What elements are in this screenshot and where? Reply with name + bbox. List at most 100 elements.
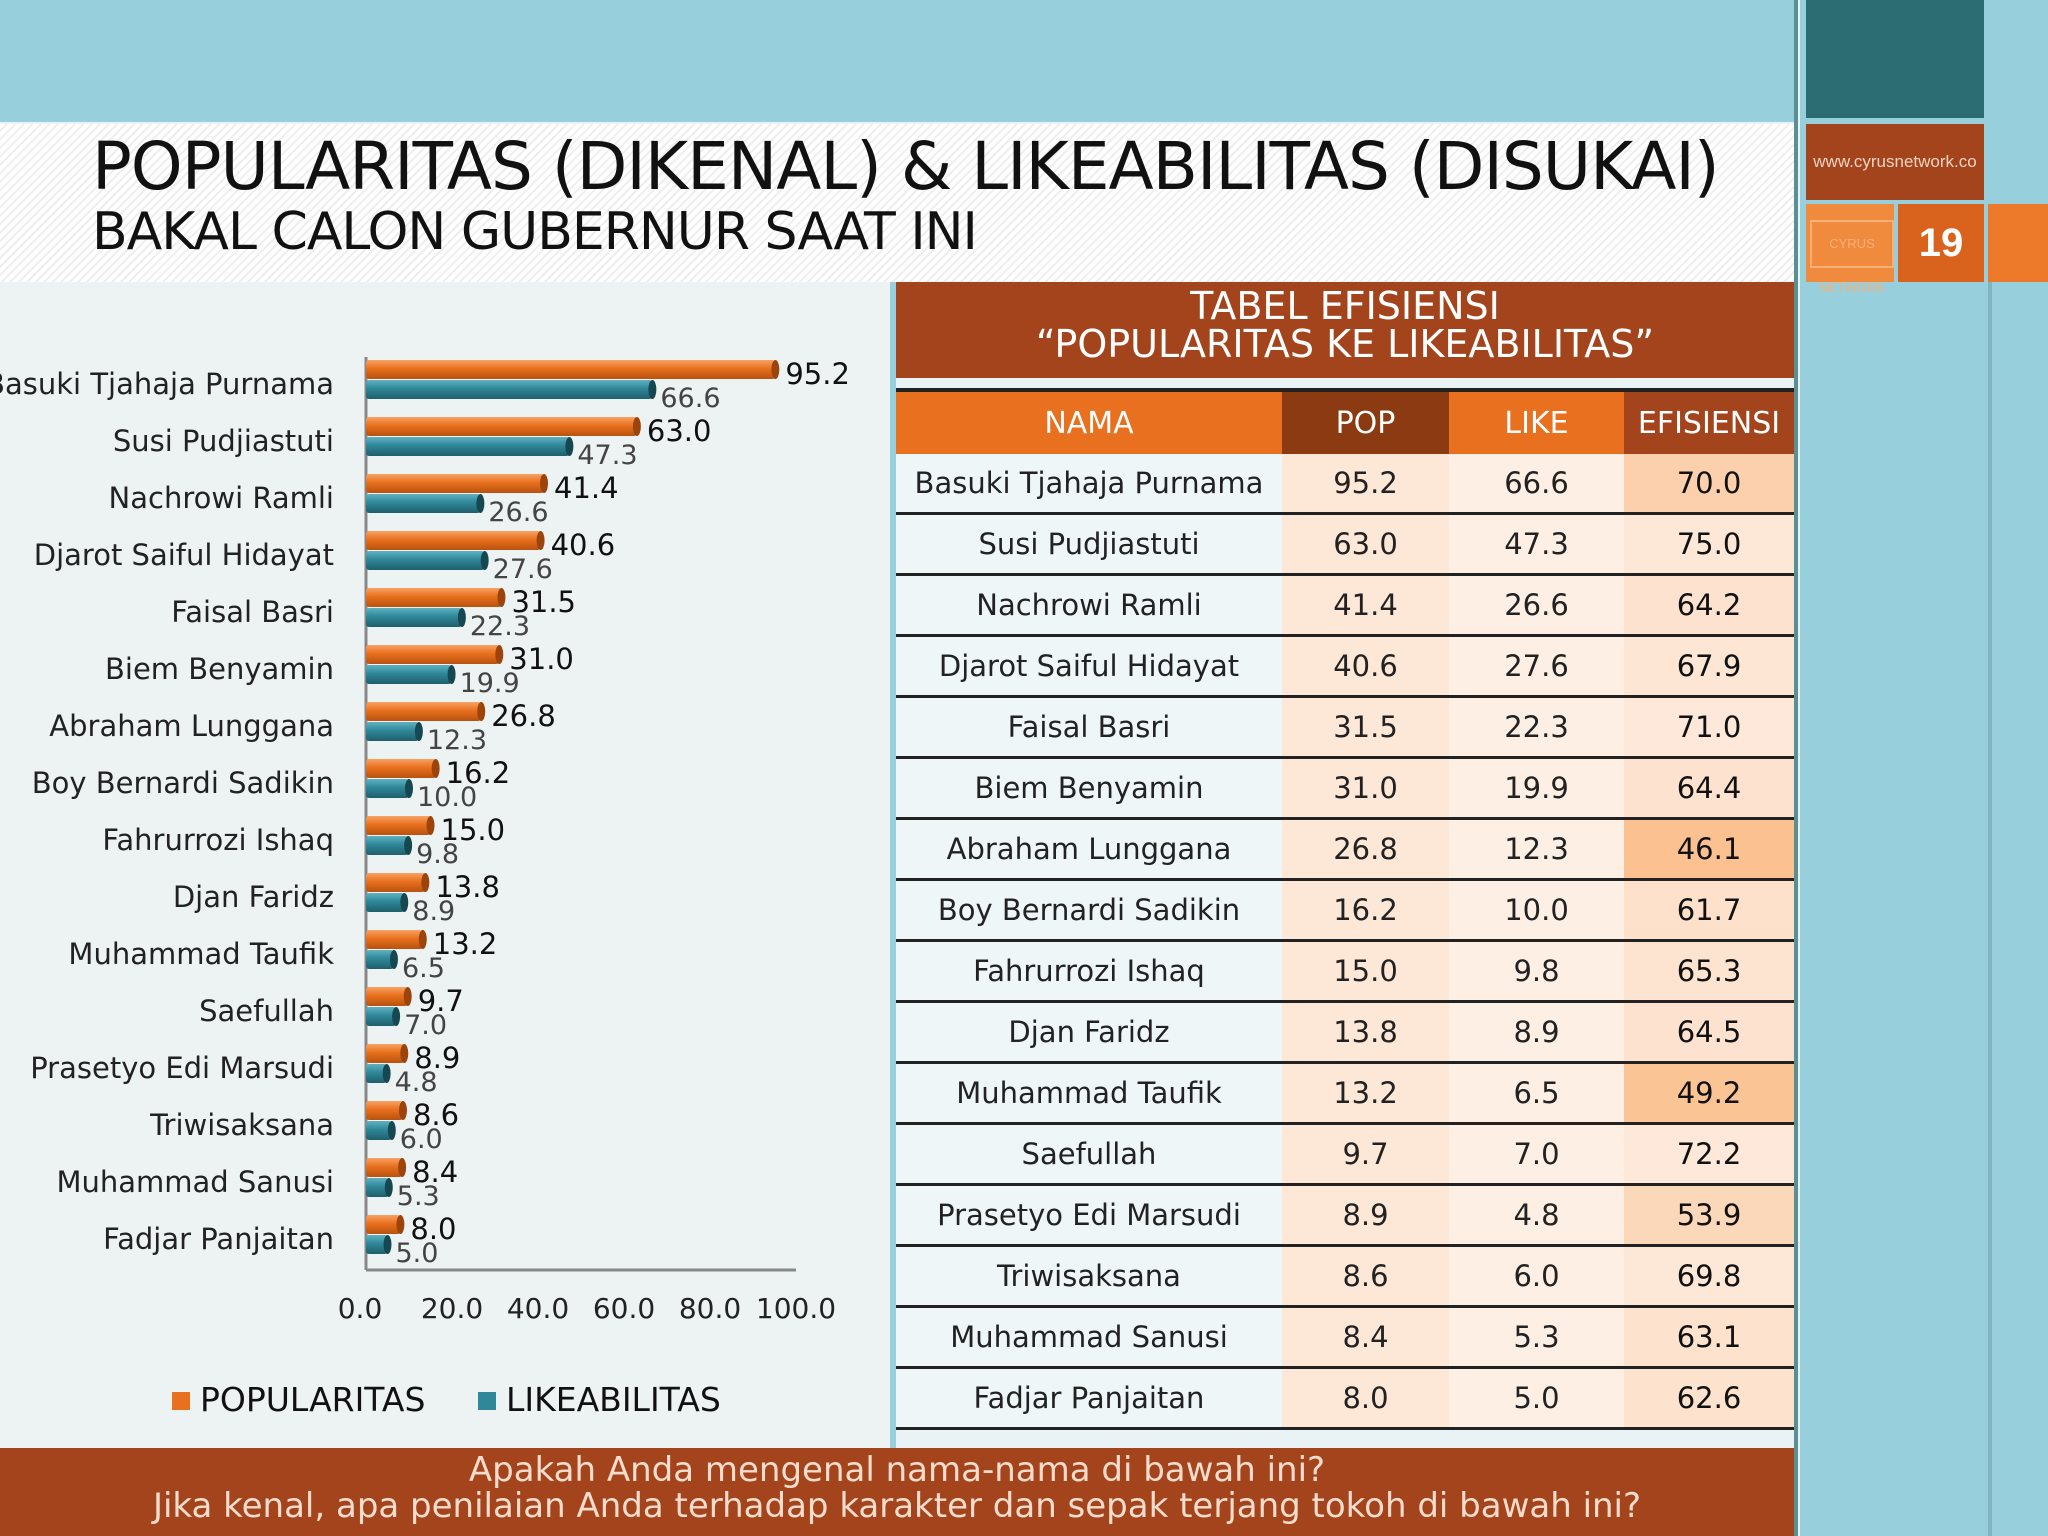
efisiensi-cell: 75.0 [1624, 513, 1794, 576]
table-row: Djan Faridz 13.8 8.9 64.5 [896, 1001, 1794, 1064]
name-cell: Boy Bernardi Sadikin [896, 879, 1282, 942]
page-number: 19 [1918, 221, 1964, 265]
popularitas-bar [366, 987, 408, 1006]
legend-swatch-popularitas [172, 1392, 190, 1410]
likeabilitas-value-label: 10.0 [417, 782, 477, 813]
popularitas-bar-cap [495, 645, 504, 664]
table-row: Susi Pudjiastuti 63.0 47.3 75.0 [896, 513, 1794, 576]
likeabilitas-value-label: 26.6 [488, 497, 548, 528]
pop-cell: 16.2 [1282, 879, 1449, 942]
name-cell: Prasetyo Edi Marsudi [896, 1184, 1282, 1247]
popularitas-bar [366, 702, 482, 721]
like-cell: 6.5 [1449, 1062, 1624, 1125]
name-cell: Faisal Basri [896, 696, 1282, 759]
popularitas-bar [366, 1101, 403, 1120]
likeabilitas-bar [366, 1121, 392, 1140]
legend-label-popularitas: POPULARITAS [200, 1380, 425, 1419]
name-cell: Susi Pudjiastuti [896, 513, 1282, 576]
likeabilitas-bar-cap [400, 893, 409, 912]
category-label: Prasetyo Edi Marsudi [30, 1051, 334, 1085]
bottom-banner [0, 1448, 1794, 1536]
likeabilitas-value-label: 7.0 [404, 1010, 447, 1041]
pop-cell: 8.4 [1282, 1306, 1449, 1369]
popularitas-value-label: 31.0 [509, 642, 574, 676]
popularitas-bar-cap [536, 531, 545, 550]
popularitas-value-label: 41.4 [554, 471, 619, 505]
header-efisiensi: EFISIENSI [1624, 388, 1794, 454]
likeabilitas-bar [366, 665, 452, 684]
likeabilitas-bar [366, 950, 394, 969]
pop-cell: 40.6 [1282, 635, 1449, 698]
likeabilitas-value-label: 5.0 [396, 1238, 439, 1269]
name-cell: Nachrowi Ramli [896, 574, 1282, 637]
name-cell: Muhammad Sanusi [896, 1306, 1282, 1369]
table-row: Boy Bernardi Sadikin 16.2 10.0 61.7 [896, 879, 1794, 942]
popularitas-bar-cap [396, 1215, 405, 1234]
likeabilitas-bar [366, 608, 462, 627]
popularitas-bar [366, 417, 637, 436]
pop-cell: 31.5 [1282, 696, 1449, 759]
table-row: Abraham Lunggana 26.8 12.3 46.1 [896, 818, 1794, 881]
header-like: LIKE [1449, 388, 1624, 454]
likeabilitas-bar [366, 1178, 389, 1197]
likeabilitas-bar-cap [648, 380, 657, 399]
name-cell: Muhammad Taufik [896, 1062, 1282, 1125]
side-block-orange [1806, 204, 1894, 282]
pop-cell: 8.6 [1282, 1245, 1449, 1308]
like-cell: 5.3 [1449, 1306, 1624, 1369]
likeabilitas-bar-cap [384, 1178, 393, 1197]
likeabilitas-value-label: 8.9 [412, 896, 455, 927]
likeabilitas-bar-cap [387, 1121, 396, 1140]
like-cell: 27.6 [1449, 635, 1624, 698]
table-row: Prasetyo Edi Marsudi 8.9 4.8 53.9 [896, 1184, 1794, 1247]
category-label: Nachrowi Ramli [109, 481, 334, 515]
efisiensi-cell: 64.4 [1624, 757, 1794, 820]
brand-logo: CYRUS NETWORK [1810, 220, 1894, 295]
popularitas-bar [366, 588, 502, 607]
table-row: Fadjar Panjaitan 8.0 5.0 62.6 [896, 1367, 1794, 1430]
table-row: Basuki Tjahaja Purnama 95.2 66.6 70.0 [896, 454, 1794, 515]
name-cell: Djan Faridz [896, 1001, 1282, 1064]
likeabilitas-bar [366, 779, 409, 798]
likeabilitas-bar [366, 380, 653, 399]
pop-cell: 63.0 [1282, 513, 1449, 576]
popularitas-value-label: 8.9 [414, 1041, 460, 1075]
pop-cell: 8.0 [1282, 1367, 1449, 1430]
likeabilitas-value-label: 66.6 [660, 383, 720, 414]
like-cell: 4.8 [1449, 1184, 1624, 1247]
category-label: Djarot Saiful Hidayat [34, 538, 334, 572]
like-cell: 66.6 [1449, 454, 1624, 515]
name-cell: Saefullah [896, 1123, 1282, 1186]
table-row: Nachrowi Ramli 41.4 26.6 64.2 [896, 574, 1794, 637]
pop-cell: 41.4 [1282, 574, 1449, 637]
side-block-orange-dark [1898, 204, 1984, 282]
efisiensi-cell: 64.2 [1624, 574, 1794, 637]
table-row: Faisal Basri 31.5 22.3 71.0 [896, 696, 1794, 759]
popularitas-bar-cap [632, 417, 641, 436]
table-row: Djarot Saiful Hidayat 40.6 27.6 67.9 [896, 635, 1794, 698]
category-label: Susi Pudjiastuti [113, 424, 334, 458]
popularitas-value-label: 9.7 [418, 984, 464, 1018]
name-cell: Abraham Lunggana [896, 818, 1282, 881]
popularitas-value-label: 8.0 [410, 1212, 456, 1246]
popularitas-bar-cap [431, 759, 440, 778]
popularitas-bar [366, 531, 541, 550]
popularitas-bar-cap [426, 816, 435, 835]
x-tick-label: 80.0 [679, 1292, 741, 1325]
popularitas-value-label: 8.6 [413, 1098, 459, 1132]
popularitas-bar [366, 816, 431, 835]
pop-cell: 26.8 [1282, 818, 1449, 881]
pop-cell: 31.0 [1282, 757, 1449, 820]
category-label: Abraham Lunggana [49, 709, 334, 743]
category-label: Fahrurrozi Ishaq [102, 823, 334, 857]
popularitas-bar [366, 873, 426, 892]
popularitas-value-label: 15.0 [441, 813, 506, 847]
side-thin-line [1988, 282, 1992, 1536]
efisiensi-cell: 46.1 [1624, 818, 1794, 881]
title-zone [0, 124, 1794, 282]
likeabilitas-bar [366, 1235, 388, 1254]
table-title: TABEL EFISIENSI [1190, 284, 1500, 328]
name-cell: Triwisaksana [896, 1245, 1282, 1308]
popularitas-bar-cap [403, 987, 412, 1006]
popularitas-bar [366, 645, 500, 664]
